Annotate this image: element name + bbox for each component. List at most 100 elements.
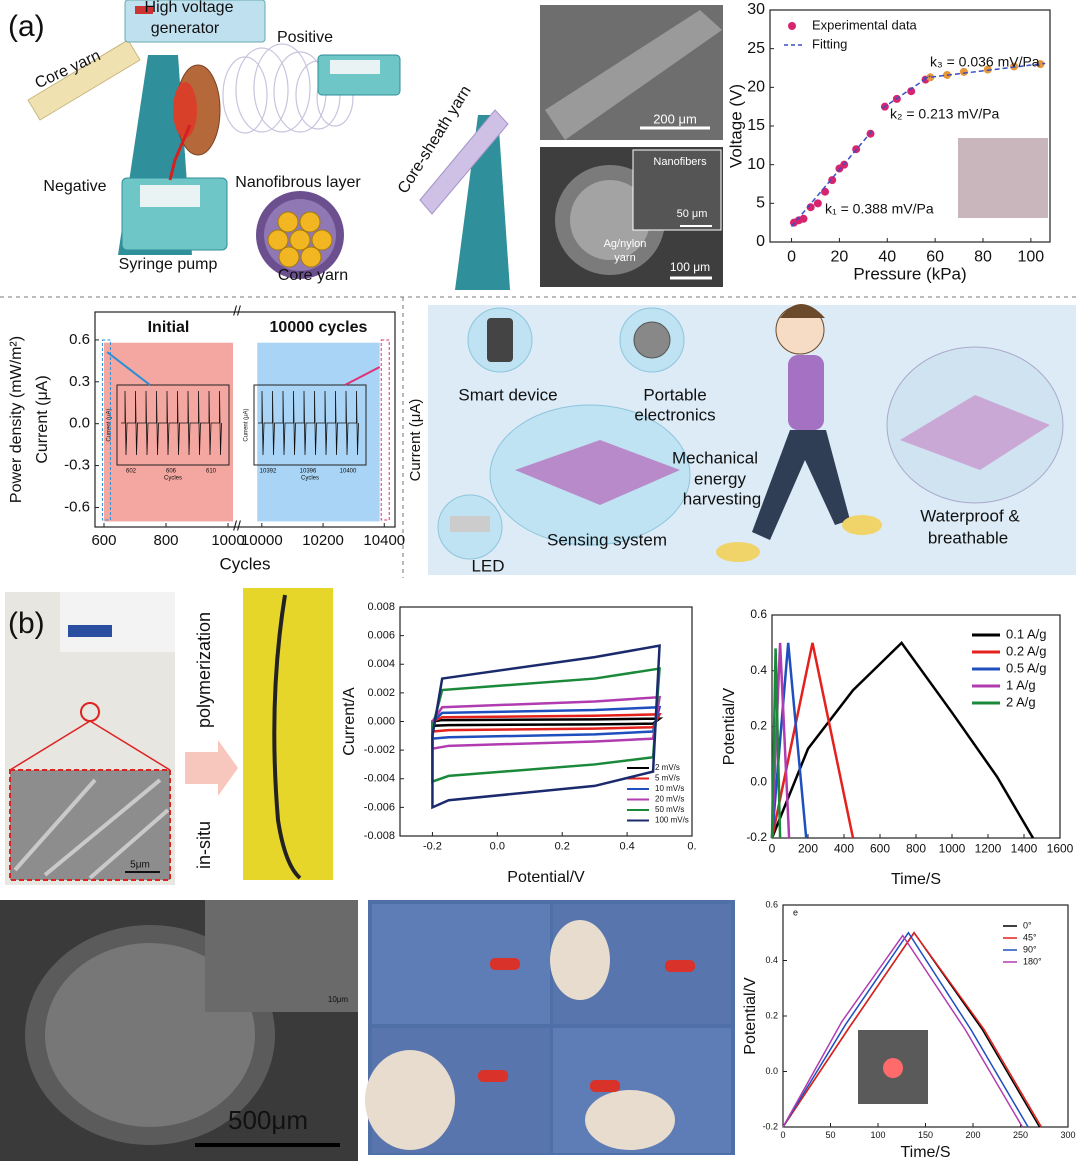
- data-point: [959, 67, 968, 76]
- y-tick-label: 0.2: [765, 1010, 778, 1020]
- series-line: [431, 644, 661, 810]
- schematic-shape: [27, 39, 141, 121]
- photos-b-shape-shape: [88, 808, 170, 880]
- x-axis-label: Time/S: [891, 871, 941, 888]
- label: Nanofibers: [653, 156, 707, 168]
- sem-images-shape: [632, 149, 722, 231]
- x-tick-label: 20: [831, 248, 849, 265]
- annotation: k₃ = 0.036 mV/Pa: [930, 54, 1040, 70]
- inset-frame: [253, 384, 367, 466]
- x-axis-label: Potential/V: [507, 869, 585, 886]
- inset-y-label: Current (μA): [107, 408, 113, 441]
- y-axis-label: Voltage (V): [726, 84, 745, 168]
- y-tick-label: 0.004: [367, 658, 395, 670]
- schematic-shape: [135, 6, 153, 14]
- x-axis-label: Pressure (kPa): [853, 264, 966, 283]
- inset-tick-label: 10392: [260, 469, 277, 475]
- x-tick-label: 60: [926, 248, 944, 265]
- y-tick-label: 0.6: [69, 331, 90, 348]
- scale-label: 200 μm: [653, 111, 697, 126]
- legend-label: 2 A/g: [1006, 694, 1036, 709]
- y-tick-label: 0.0: [750, 774, 767, 788]
- photos-b-shape: [13, 778, 170, 880]
- inset-x-label: Cycles: [164, 476, 182, 482]
- photos-b-shape-shape: [13, 778, 97, 872]
- x-tick-label: 100: [870, 1130, 885, 1140]
- label: Positive: [277, 29, 333, 46]
- x-tick-label: 200: [965, 1130, 980, 1140]
- data-point: [1036, 60, 1045, 69]
- runner-shape: [780, 304, 825, 318]
- data-point: [813, 199, 822, 208]
- schematic-shape-shape: [278, 246, 300, 268]
- inset-tick-label: 10396: [300, 469, 317, 475]
- inset-signal: [121, 390, 222, 456]
- arrow: [344, 366, 381, 386]
- runner-shape: [752, 430, 850, 540]
- legend-label: 50 mV/s: [655, 805, 684, 814]
- legend-label: 0°: [1023, 920, 1032, 930]
- data-point: [828, 176, 837, 185]
- y-tick-label: -0.002: [364, 744, 395, 756]
- photos-b-shape: [205, 900, 358, 1012]
- y-axis-label: Current/A: [341, 687, 358, 756]
- y-tick-label: 0.6: [765, 899, 778, 909]
- data-point: [799, 214, 808, 223]
- photos-b-shape: [9, 720, 91, 771]
- illustration-shape: [633, 321, 671, 359]
- photos-b-shape: [883, 1058, 903, 1078]
- photos-b-shape-shape: [365, 1050, 455, 1150]
- label: Core-sheath yarn: [395, 83, 475, 197]
- x-tick-label: 1200: [975, 842, 1002, 856]
- scale-label: 5μm: [130, 860, 150, 871]
- schematic-shape: [455, 115, 510, 290]
- arrow: [106, 351, 151, 386]
- schematic-shape-shape: [277, 211, 299, 233]
- schematic-shape-shape: [299, 211, 321, 233]
- schematic-shape-shape: [311, 229, 333, 251]
- region-label: 10000 cycles: [270, 319, 368, 336]
- y-tick-label: -0.6: [64, 498, 90, 515]
- inset-frame: [116, 384, 230, 466]
- annotation: e: [793, 907, 798, 917]
- inset-tick-label: 610: [206, 469, 217, 475]
- y-tick-label: 0.0: [69, 415, 90, 432]
- inset-photo: [958, 138, 1048, 218]
- schematic-shape-shape: [222, 56, 268, 134]
- sem-images: [540, 5, 723, 287]
- x-tick-label: -0.2: [423, 840, 442, 852]
- label: Ag/nylon: [604, 238, 647, 250]
- y-tick-label: 30: [747, 1, 765, 18]
- plot-frame: [94, 311, 396, 528]
- scale-label: 10μm: [328, 995, 349, 1004]
- dividers: [0, 296, 1080, 578]
- x-tick-label: 0.: [687, 840, 696, 852]
- series-line: [790, 62, 1046, 228]
- series-line: [770, 642, 791, 839]
- legend-label: 0.1 A/g: [1006, 626, 1046, 641]
- x-tick-label: 80: [974, 248, 992, 265]
- highlight-box: [380, 339, 390, 521]
- y-tick-label: 0.000: [367, 715, 395, 727]
- label: Current (μA): [407, 399, 424, 482]
- legend-label: 1 A/g: [1006, 677, 1036, 692]
- series-line: [431, 695, 662, 751]
- illustration-shape: [487, 318, 513, 362]
- label: LED: [471, 556, 504, 575]
- x-tick-label: 0: [780, 1130, 785, 1140]
- inset-tick-label: 606: [166, 469, 177, 475]
- x-tick-label: 0.4: [619, 840, 634, 852]
- x-tick-label: 10400: [363, 532, 405, 549]
- label: yarn: [614, 252, 635, 264]
- series-line: [770, 648, 782, 839]
- y-tick-label: 0.002: [367, 687, 395, 699]
- y-tick-label: -0.006: [364, 801, 395, 813]
- y-tick-label: 5: [756, 195, 765, 212]
- y-axis-label: Potential/V: [721, 687, 738, 765]
- x-tick-label: 40: [878, 248, 896, 265]
- photos-b-shape-shape: [665, 960, 695, 972]
- y-tick-label: 10: [747, 156, 765, 173]
- x-tick-label: 0.2: [555, 840, 570, 852]
- photos-b: [0, 588, 928, 1161]
- schematic-shape: [222, 43, 354, 134]
